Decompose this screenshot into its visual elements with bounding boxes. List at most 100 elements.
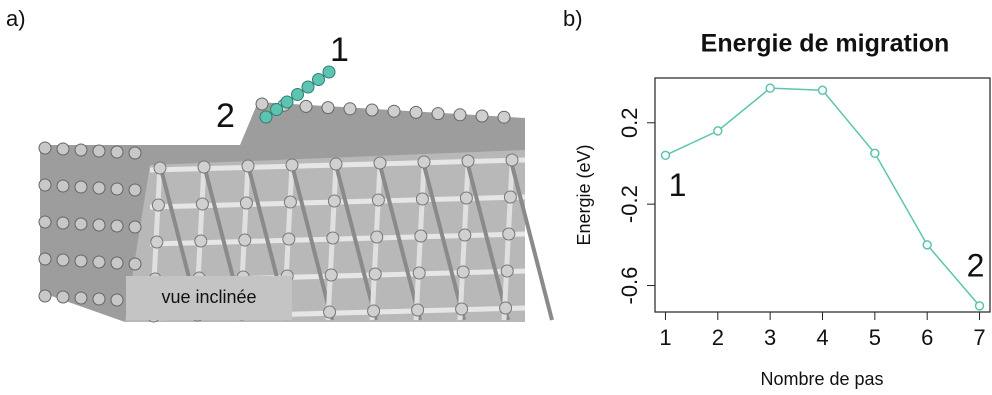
plot-area: 0.2 -0.2 -0.6 1 2 3 4 5 6 7 1 2 xyxy=(617,77,991,350)
atom xyxy=(56,253,70,267)
image-label: 1 xyxy=(330,31,349,69)
panel-label: b) xyxy=(563,6,583,31)
crystal-render xyxy=(38,65,554,323)
lattice-bar xyxy=(290,164,334,321)
data-point xyxy=(922,240,932,250)
lattice-bar xyxy=(422,164,466,321)
atom xyxy=(456,265,470,279)
atom xyxy=(153,161,167,175)
atom xyxy=(415,192,429,206)
atom xyxy=(343,102,357,116)
atom xyxy=(505,153,519,167)
atom xyxy=(56,142,70,156)
atom xyxy=(38,178,52,192)
atom xyxy=(365,103,379,117)
atom xyxy=(458,228,472,242)
y-axis-label: Energie (eV) xyxy=(574,144,594,245)
atom xyxy=(497,110,511,124)
x-tick-label: 7 xyxy=(973,325,985,350)
atom xyxy=(299,99,313,113)
atom xyxy=(110,219,124,233)
data-line xyxy=(665,87,981,307)
atom xyxy=(322,65,336,79)
x-tick-label: 3 xyxy=(764,325,776,350)
atom xyxy=(239,196,253,210)
y-tick-label: -0.2 xyxy=(617,185,642,223)
atom xyxy=(197,160,211,174)
atom xyxy=(110,293,124,307)
atom xyxy=(195,197,209,211)
atom xyxy=(255,97,269,111)
image-label: 2 xyxy=(216,97,235,135)
atom xyxy=(74,143,88,157)
annotation: 2 xyxy=(967,247,985,283)
atom xyxy=(92,292,106,306)
data-point xyxy=(974,301,985,311)
data-point xyxy=(660,150,671,161)
atom xyxy=(56,179,70,193)
x-tick-label: 4 xyxy=(816,325,828,350)
atom xyxy=(371,193,385,207)
x-tick-label: 1 xyxy=(659,325,671,350)
atom xyxy=(282,232,296,246)
atom xyxy=(38,252,52,266)
y-tick-label: 0.2 xyxy=(617,107,642,138)
atom xyxy=(110,145,124,159)
atom xyxy=(329,157,343,171)
atom xyxy=(323,305,337,319)
atom xyxy=(110,182,124,196)
image-label: vue inclinée xyxy=(161,287,256,307)
atom xyxy=(92,144,106,158)
panel-label: a) xyxy=(6,6,26,31)
atom xyxy=(150,235,164,249)
atom xyxy=(92,255,106,269)
atom xyxy=(110,256,124,270)
atom xyxy=(367,304,381,318)
atom xyxy=(38,215,52,229)
plot-frame xyxy=(654,77,991,313)
atom xyxy=(312,73,325,86)
data-point xyxy=(870,148,880,159)
x-axis-label: Nombre de pas xyxy=(760,369,883,389)
atom xyxy=(283,195,297,209)
atom xyxy=(409,105,423,119)
x-tick-label: 6 xyxy=(921,325,933,350)
y-tick-label: -0.6 xyxy=(617,267,642,305)
atom xyxy=(291,88,304,101)
atom xyxy=(128,257,142,271)
atom xyxy=(301,80,315,94)
atom xyxy=(387,104,401,118)
atom xyxy=(499,301,513,315)
atom xyxy=(74,254,88,268)
atom xyxy=(411,303,425,317)
atom xyxy=(74,180,88,194)
atom xyxy=(56,290,70,304)
atom xyxy=(280,95,294,109)
lattice-bar xyxy=(334,164,378,321)
lattice-bar xyxy=(510,164,554,321)
atom xyxy=(259,110,273,124)
data-point xyxy=(765,83,775,93)
atom xyxy=(500,264,514,278)
x-tick-label: 5 xyxy=(869,325,881,350)
atom xyxy=(373,156,387,170)
atom xyxy=(38,141,52,155)
atom xyxy=(238,233,252,247)
atom xyxy=(502,227,516,241)
atom xyxy=(38,289,52,303)
atom xyxy=(414,229,428,243)
atom xyxy=(74,291,88,305)
atom xyxy=(417,155,431,169)
atom xyxy=(326,231,340,245)
atom xyxy=(241,159,255,173)
atom xyxy=(74,217,88,231)
chart-title: Energie de migration xyxy=(701,30,950,58)
atom xyxy=(459,191,473,205)
lattice-bar xyxy=(466,164,510,321)
atom xyxy=(92,181,106,195)
atom xyxy=(431,107,445,121)
atom xyxy=(503,190,517,204)
atom xyxy=(194,234,208,248)
